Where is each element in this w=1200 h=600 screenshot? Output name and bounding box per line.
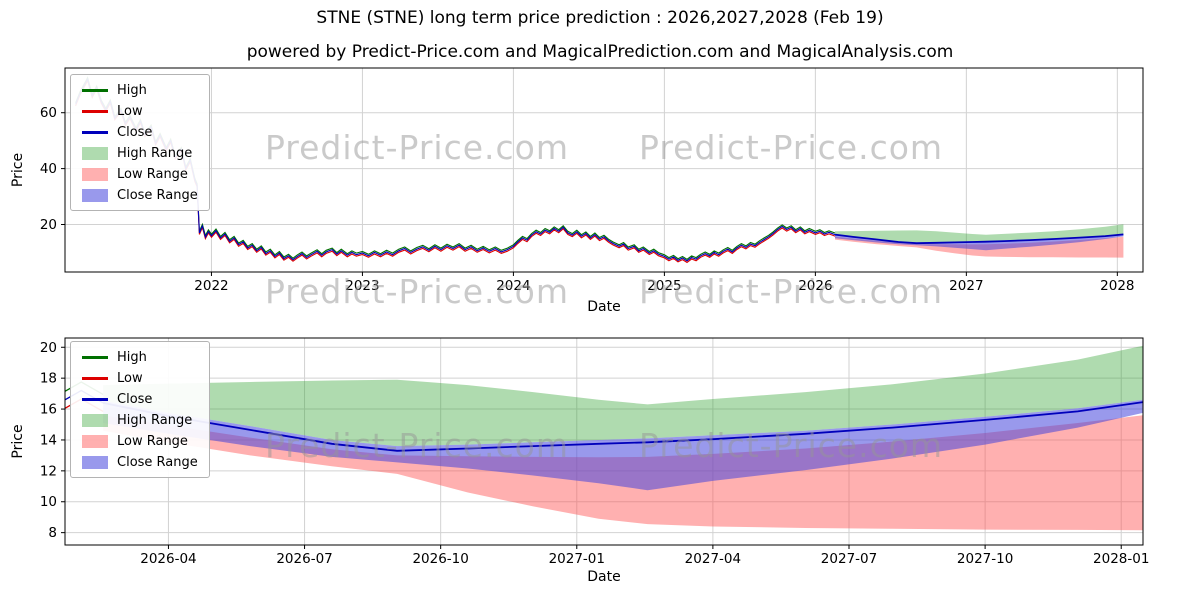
svg-text:Date: Date (587, 569, 620, 585)
top-price-chart: 2022 2023 2024 2025 2026 2027 2028 20 40 60 Date Pr… (10, 67, 1144, 315)
legend-item-high: High (82, 82, 198, 98)
legend-item-close-range: Close Range (82, 454, 198, 470)
legend-item-low: Low (82, 370, 198, 386)
svg-text:2027-07: 2027-07 (821, 551, 877, 567)
svg-text:Price: Price (10, 153, 26, 187)
svg-text:2026-10: 2026-10 (412, 551, 468, 567)
svg-text:2028: 2028 (1100, 278, 1134, 294)
forecast-detail-chart: 2026-04 2026-07 2026-10 2027-01 2027-04 2027-… (10, 337, 1149, 585)
low-line-swatch (82, 109, 108, 113)
svg-text:40: 40 (40, 161, 57, 177)
high-range-swatch (82, 146, 108, 160)
svg-text:20: 20 (40, 340, 57, 356)
legend-bottom-chart: High Low Close High Range Low Range Clos… (70, 341, 210, 478)
legend-label: Low (117, 370, 143, 386)
legend-label: High (117, 82, 147, 98)
chart-subtitle: powered by Predict-Price.com and Magical… (246, 42, 954, 62)
legend-label: Low Range (117, 166, 188, 182)
svg-text:8: 8 (48, 525, 57, 541)
legend-label: Low (117, 103, 143, 119)
svg-text:Date: Date (587, 299, 620, 315)
svg-text:2026-07: 2026-07 (276, 551, 332, 567)
legend-item-close-range: Close Range (82, 187, 198, 203)
svg-text:12: 12 (40, 463, 57, 479)
low-range-swatch (82, 434, 108, 448)
legend-label: Close (117, 124, 153, 140)
svg-text:2024: 2024 (496, 278, 530, 294)
legend-label: Close (117, 391, 153, 407)
chart-title: STNE (STNE) long term price prediction :… (316, 8, 884, 28)
high-range-swatch (82, 413, 108, 427)
svg-text:2027-01: 2027-01 (549, 551, 605, 567)
legend-item-close: Close (82, 124, 198, 140)
legend-label: Close Range (117, 187, 198, 203)
svg-text:2026-04: 2026-04 (140, 551, 196, 567)
svg-text:2025: 2025 (647, 278, 681, 294)
legend-item-high: High (82, 349, 198, 365)
svg-text:2028-01: 2028-01 (1093, 551, 1149, 567)
close-range-swatch (82, 455, 108, 469)
legend-label: High Range (117, 412, 193, 428)
svg-text:2027-10: 2027-10 (957, 551, 1013, 567)
legend-item-high-range: High Range (82, 412, 198, 428)
legend-label: Low Range (117, 433, 188, 449)
svg-text:2027: 2027 (949, 278, 983, 294)
legend-top-chart: High Low Close High Range Low Range Clos… (70, 74, 210, 211)
legend-item-low-range: Low Range (82, 166, 198, 182)
legend-label: Close Range (117, 454, 198, 470)
svg-text:Price: Price (10, 424, 26, 458)
close-line-swatch (82, 130, 108, 134)
svg-text:14: 14 (40, 432, 57, 448)
svg-text:16: 16 (40, 402, 57, 418)
high-line-swatch (82, 355, 108, 359)
legend-label: High Range (117, 145, 193, 161)
legend-item-high-range: High Range (82, 145, 198, 161)
legend-item-low: Low (82, 103, 198, 119)
close-line-swatch (82, 397, 108, 401)
svg-text:60: 60 (40, 105, 57, 121)
legend-item-close: Close (82, 391, 198, 407)
svg-text:2027-04: 2027-04 (685, 551, 741, 567)
low-line-swatch (82, 376, 108, 380)
legend-label: High (117, 349, 147, 365)
low-range-swatch (82, 167, 108, 181)
svg-text:2023: 2023 (345, 278, 379, 294)
close-range-swatch (82, 188, 108, 202)
svg-text:2022: 2022 (194, 278, 228, 294)
svg-text:10: 10 (40, 494, 57, 510)
svg-text:18: 18 (40, 371, 57, 387)
svg-text:2026: 2026 (798, 278, 832, 294)
high-line-swatch (82, 88, 108, 92)
svg-text:20: 20 (40, 217, 57, 233)
legend-item-low-range: Low Range (82, 433, 198, 449)
